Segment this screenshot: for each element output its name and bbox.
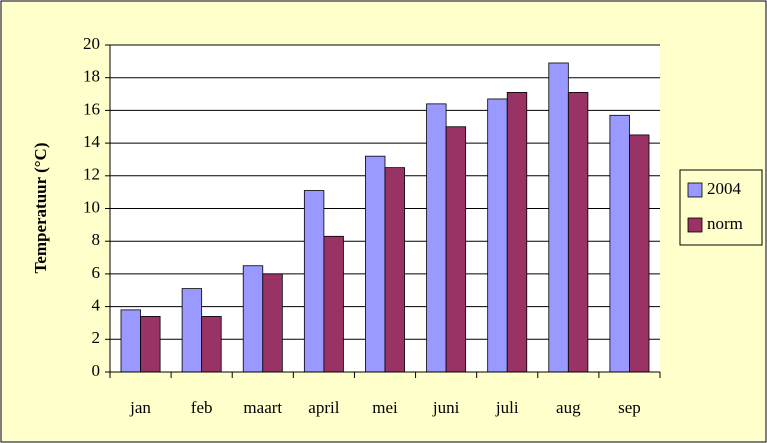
- y-tick-label: 16: [83, 99, 100, 118]
- bar: [262, 273, 283, 373]
- bar: [609, 114, 630, 373]
- bar: [303, 190, 325, 373]
- x-tick-label: sep: [618, 398, 641, 417]
- x-tick-label: mei: [372, 398, 398, 417]
- bar: [506, 92, 528, 373]
- legend-swatch: [687, 182, 703, 198]
- bar: [120, 309, 141, 373]
- y-tick-label: 10: [83, 197, 100, 216]
- bar: [140, 316, 161, 373]
- x-tick-label: april: [308, 398, 339, 417]
- y-tick-label: 12: [83, 165, 100, 184]
- legend-box: [679, 169, 763, 246]
- legend-label: norm: [707, 214, 743, 233]
- bar: [384, 167, 405, 373]
- bar: [445, 126, 467, 373]
- y-tick-label: 8: [92, 230, 101, 249]
- y-tick-label: 18: [83, 67, 100, 86]
- bar: [201, 316, 222, 373]
- bar: [567, 92, 589, 373]
- y-tick-label: 14: [83, 132, 101, 151]
- bar: [629, 134, 650, 373]
- y-axis-title: Temperatuur (°C): [31, 143, 50, 274]
- bar: [323, 235, 344, 373]
- bar: [426, 103, 447, 373]
- bar: [242, 265, 264, 373]
- x-tick-label: maart: [243, 398, 282, 417]
- x-tick-label: jan: [129, 398, 151, 417]
- x-tick-label: aug: [556, 398, 581, 417]
- x-tick-label: juni: [432, 398, 460, 417]
- y-tick-label: 4: [92, 296, 101, 315]
- y-tick-label: 0: [92, 361, 101, 380]
- x-tick-label: juli: [495, 398, 519, 417]
- y-tick-label: 20: [83, 34, 100, 53]
- legend-swatch: [687, 217, 703, 233]
- legend-label: 2004: [707, 179, 742, 198]
- bar: [487, 98, 508, 373]
- bar: [181, 288, 203, 373]
- y-tick-label: 2: [92, 328, 101, 347]
- bar: [365, 155, 386, 373]
- bar: [548, 62, 569, 373]
- x-tick-label: feb: [191, 398, 213, 417]
- y-tick-label: 6: [92, 263, 101, 282]
